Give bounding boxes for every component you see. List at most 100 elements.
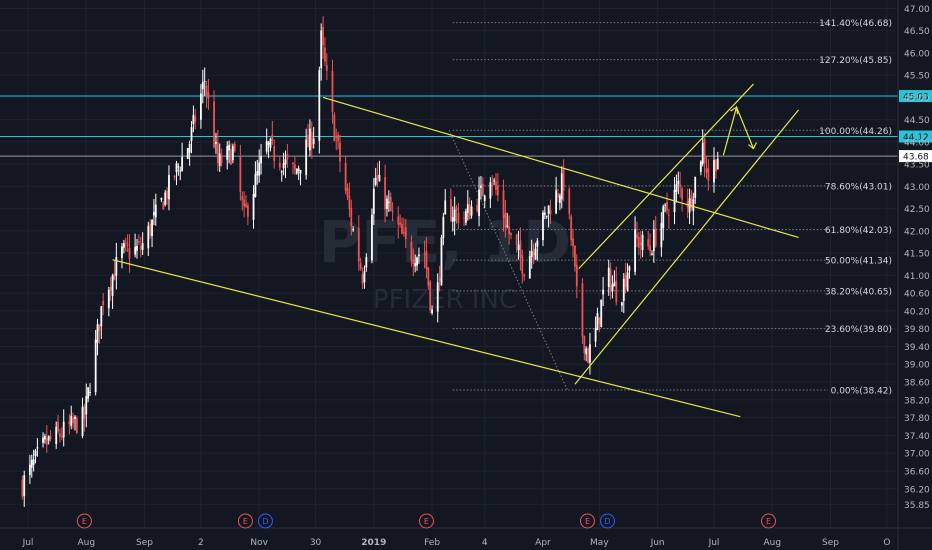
candle-body [470, 206, 473, 216]
candle-body [246, 205, 249, 217]
y-tick-label: 37.40 [904, 432, 930, 442]
candlestick-series [21, 16, 719, 507]
candle-body [675, 184, 678, 192]
candle-body [455, 207, 458, 212]
candle-body [545, 215, 548, 217]
candle-body [216, 142, 219, 164]
candle-body [297, 168, 300, 171]
candle-body [179, 170, 182, 172]
candle-body [233, 143, 236, 151]
x-tick-label: Jun [650, 538, 665, 548]
fib-level-label: 0.00%(38.42) [831, 387, 892, 397]
candle-body [137, 240, 140, 243]
candle-body [188, 143, 191, 153]
price-badge [899, 130, 932, 143]
y-tick-label: 46.00 [904, 49, 930, 59]
candle-body [397, 216, 400, 225]
y-tick-label: 45.00 [904, 94, 930, 104]
candle-body [634, 229, 636, 272]
candle-body [581, 283, 584, 337]
candle-body [438, 278, 441, 281]
y-tick-label: 40.60 [904, 290, 930, 300]
candle-body [190, 127, 193, 142]
candle-body [282, 163, 285, 169]
y-tick-label: 41.50 [904, 250, 930, 260]
candle-body [549, 209, 552, 215]
candle-body [528, 256, 531, 279]
candle-body [536, 240, 539, 247]
x-tick-label: May [590, 538, 609, 548]
projection-path [722, 105, 755, 156]
candle-body [624, 275, 627, 288]
candle-body [173, 175, 176, 178]
candle-body [49, 436, 52, 439]
fib-level-label: 50.00%(41.34) [825, 257, 892, 267]
horizontal-lines[interactable]: 45.03 44.12 43.68 [0, 90, 932, 163]
candle-body [352, 229, 355, 231]
candle-body [532, 251, 535, 256]
y-tick-label: 39.00 [904, 361, 930, 371]
y-tick-label: 42.00 [904, 227, 930, 237]
candle-body [286, 154, 289, 160]
candle-body [607, 267, 610, 288]
candle-body [115, 257, 118, 276]
event-label: E [82, 517, 87, 526]
projection-arrowhead [730, 106, 739, 115]
trend-line-lower-channel [112, 259, 741, 418]
price-axis[interactable]: 35.85 36.20 36.60 37.00 37.40 37.80 38.20 38.60… [897, 0, 930, 550]
y-tick-label: 47.00 [904, 5, 930, 15]
candle-body [45, 438, 48, 445]
candle-body [299, 170, 302, 174]
candle-body [168, 174, 170, 200]
watermark-company: PFIZER INC [373, 285, 517, 315]
candle-body [641, 234, 644, 251]
candle-body [504, 213, 507, 228]
time-axis[interactable]: Jul Aug Sep 2 Nov 30 2019 Feb 4 Apr May Jun Jul Aug Se… [0, 527, 932, 548]
candle-body [457, 212, 460, 224]
candle-body [128, 248, 131, 259]
candle-body [201, 81, 204, 90]
fib-level-label: 78.60%(43.01) [825, 182, 892, 192]
projection-arrow[interactable] [722, 105, 758, 156]
candle-body [89, 391, 91, 393]
candle-body [636, 234, 638, 239]
projection-arrowhead [748, 142, 758, 150]
candle-body [427, 267, 430, 286]
y-tick-label: 36.20 [904, 485, 930, 495]
trend-lines[interactable] [112, 83, 800, 418]
candle-body [28, 464, 31, 475]
event-label: E [766, 517, 771, 526]
candle-body [228, 144, 231, 151]
earnings-event-icon [418, 513, 434, 529]
candle-body [109, 286, 112, 291]
y-tick-label: 36.60 [904, 467, 930, 477]
earnings-event-icon [761, 513, 777, 529]
candle-body [716, 158, 719, 170]
candle-body [542, 212, 544, 241]
x-tick-label: Jul [22, 538, 34, 548]
candle-body [401, 223, 403, 234]
fibonacci-retracement[interactable]: 141.40%(46.68) 127.20%(45.85) 100.00%(44.2… [448, 19, 892, 397]
y-tick-label: 38.20 [904, 396, 930, 406]
candle-body [200, 93, 202, 120]
y-tick-label: 35.85 [904, 501, 930, 511]
candle-body [68, 421, 71, 425]
candle-body [23, 475, 26, 497]
candle-body [495, 181, 497, 190]
x-tick-label: Sep [136, 538, 153, 548]
candle-body [418, 254, 420, 257]
candle-body [622, 278, 625, 302]
y-tick-label: 40.20 [904, 307, 930, 317]
earnings-event-icon [76, 513, 92, 529]
candle-body [111, 275, 114, 296]
candle-body [361, 274, 364, 284]
candle-body [423, 253, 426, 255]
event-label: D [262, 517, 268, 526]
candle-body [666, 201, 668, 211]
event-label: E [424, 517, 429, 526]
candle-body [312, 138, 315, 145]
candle-body [166, 190, 168, 199]
